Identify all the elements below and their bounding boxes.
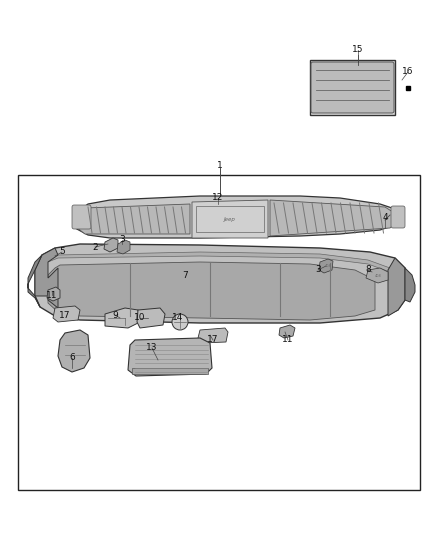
Text: 3: 3 [119, 236, 125, 245]
Text: 6: 6 [69, 353, 75, 362]
Text: 15: 15 [352, 45, 364, 54]
Polygon shape [48, 252, 390, 272]
Polygon shape [198, 328, 228, 343]
Polygon shape [117, 240, 130, 254]
Text: 16: 16 [402, 68, 414, 77]
Text: 13: 13 [146, 343, 158, 352]
Polygon shape [104, 238, 118, 252]
Circle shape [172, 314, 188, 330]
Text: 2: 2 [92, 243, 98, 252]
Text: 9: 9 [112, 311, 118, 319]
Bar [18, 175, 420, 490]
Polygon shape [74, 196, 400, 238]
Text: 3: 3 [315, 265, 321, 274]
Text: 17: 17 [59, 311, 71, 319]
Polygon shape [128, 338, 212, 376]
Text: 11: 11 [282, 335, 294, 344]
Text: 11: 11 [46, 290, 58, 300]
Text: 408: 408 [374, 274, 381, 278]
Polygon shape [35, 244, 405, 323]
Polygon shape [28, 255, 42, 307]
Text: 7: 7 [182, 271, 188, 279]
Bar [132, 368, 208, 374]
Text: 10: 10 [134, 313, 146, 322]
Polygon shape [388, 258, 405, 316]
Polygon shape [76, 204, 190, 234]
Polygon shape [47, 287, 60, 301]
Polygon shape [58, 330, 90, 372]
Polygon shape [35, 248, 58, 308]
Bar [310, 60, 395, 115]
Text: 12: 12 [212, 193, 224, 203]
Text: 4: 4 [382, 214, 388, 222]
Polygon shape [137, 308, 165, 328]
Polygon shape [105, 308, 140, 328]
Polygon shape [279, 325, 295, 338]
Text: 8: 8 [365, 265, 371, 274]
Polygon shape [319, 259, 333, 273]
Text: 14: 14 [172, 313, 184, 322]
Polygon shape [53, 306, 80, 322]
Bar [196, 206, 264, 232]
Polygon shape [48, 262, 375, 320]
Polygon shape [192, 200, 268, 238]
FancyBboxPatch shape [72, 205, 91, 229]
Polygon shape [270, 200, 397, 236]
Text: 5: 5 [59, 247, 65, 256]
Polygon shape [405, 268, 415, 302]
Text: 1: 1 [217, 160, 223, 169]
Text: 408: 408 [325, 264, 332, 268]
FancyBboxPatch shape [391, 206, 405, 228]
Text: Jeep: Jeep [224, 216, 236, 222]
FancyBboxPatch shape [311, 62, 394, 113]
Polygon shape [366, 268, 388, 283]
Text: 17: 17 [207, 335, 219, 344]
